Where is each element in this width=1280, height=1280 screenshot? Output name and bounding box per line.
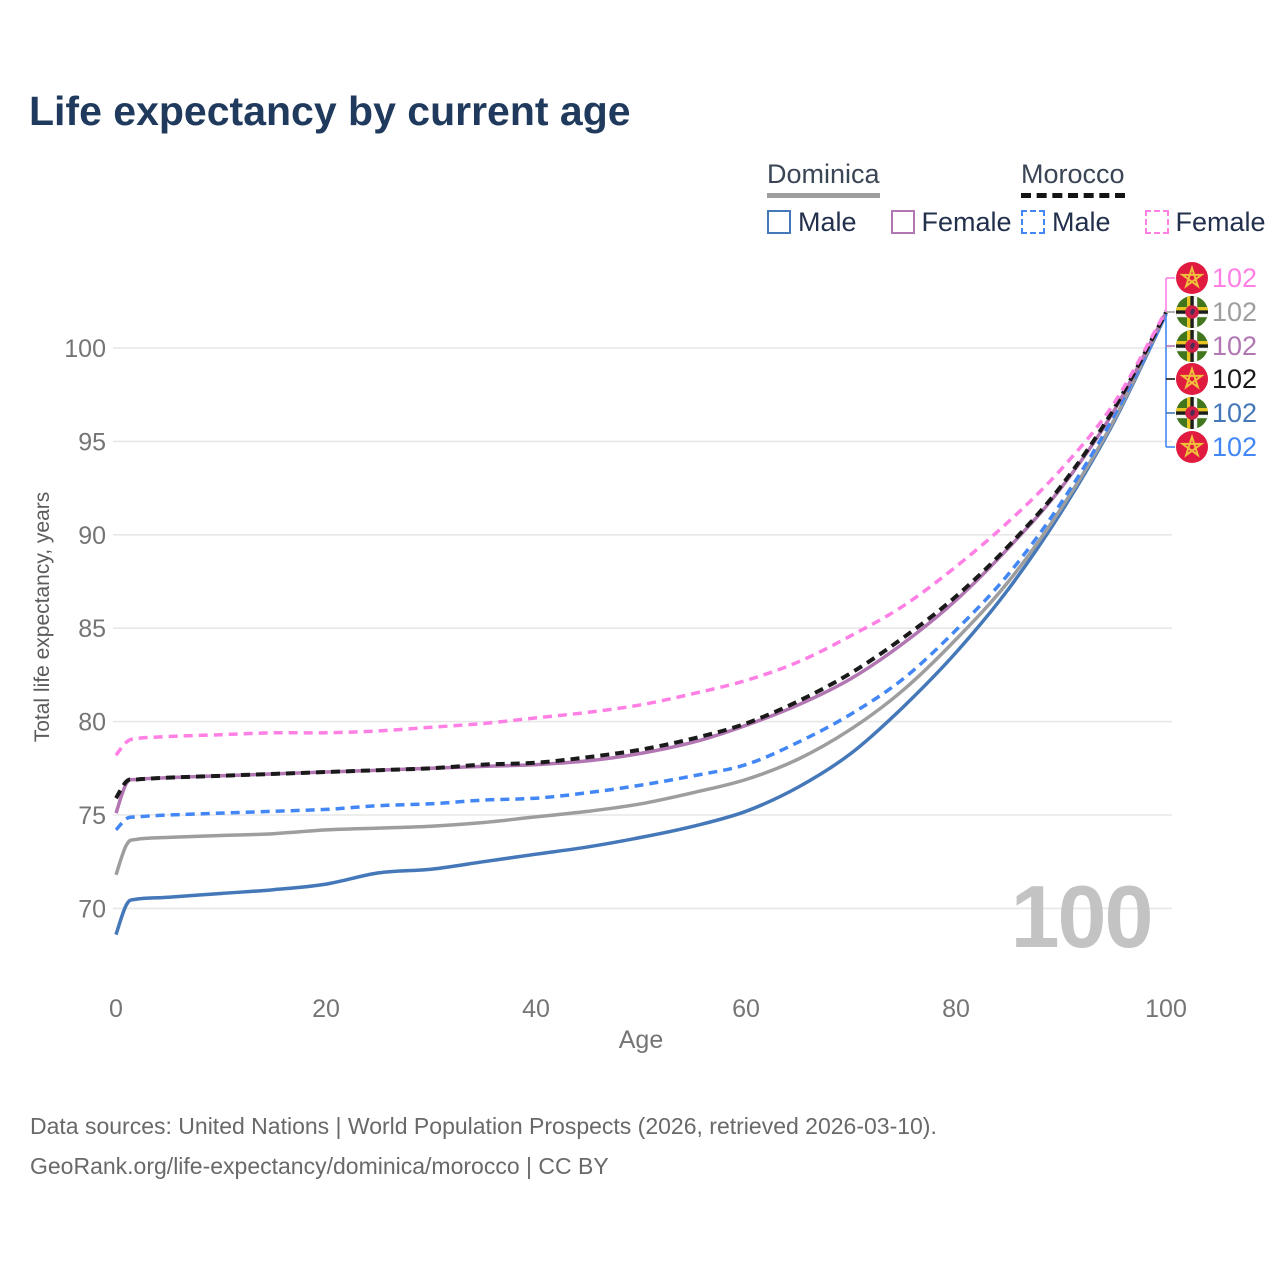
flag-morocco-icon	[1175, 430, 1209, 464]
series-line-dominica[interactable]	[114, 311, 1168, 876]
gridlines	[113, 347, 1172, 910]
chart-legend: Dominica Male Female Morocco Male Female	[0, 159, 1280, 250]
axis-labels: 70 75 80 85 90 95 100 0 20 40 60 80 100 Age Total life…	[31, 335, 1187, 1054]
x-tick-label-100: 100	[1145, 995, 1187, 1023]
legend-item-morocco-female[interactable]: Female	[1144, 206, 1266, 238]
y-tick-label-90: 90	[78, 522, 106, 550]
legend-item-label: Male	[798, 206, 857, 237]
hover-age-watermark: 100	[1011, 867, 1152, 966]
y-tick-label-70: 70	[78, 895, 106, 923]
endpoint-value-label-morocco-male: 102	[1212, 432, 1257, 462]
y-tick-label-95: 95	[78, 428, 106, 456]
series-line-dominica-female[interactable]	[114, 311, 1168, 814]
legend-item-label: Male	[1052, 206, 1111, 237]
y-tick-label-75: 75	[78, 802, 106, 830]
endpoint-value-label-morocco-female: 102	[1212, 263, 1257, 293]
x-tick-label-0: 0	[109, 995, 123, 1023]
legend-group-morocco: Morocco Male Female	[1021, 159, 1280, 238]
endpoint-value-label-morocco: 102	[1212, 364, 1257, 394]
legend-swatch-dominica-female-icon	[890, 210, 915, 235]
chart-footer: Data sources: United Nations | World Pop…	[30, 1106, 937, 1187]
endpoint-value-label-dominica-female: 102	[1212, 331, 1257, 361]
series-line-morocco-male[interactable]	[114, 313, 1168, 832]
attribution-text: GeoRank.org/life-expectancy/dominica/mor…	[30, 1153, 609, 1180]
x-tick-label-20: 20	[312, 995, 340, 1023]
legend-item-label: Female	[921, 206, 1012, 237]
legend-country-dominica[interactable]: Dominica	[767, 159, 880, 198]
series-line-morocco[interactable]	[114, 311, 1168, 800]
legend-item-label: Female	[1175, 206, 1266, 237]
legend-swatch-morocco-male-icon	[1021, 210, 1045, 235]
y-tick-label-100: 100	[64, 335, 106, 363]
legend-item-dominica-male[interactable]: Male	[767, 207, 857, 238]
legend-item-dominica-female[interactable]: Female	[890, 206, 1012, 238]
flag-morocco-icon	[1175, 261, 1209, 295]
data-sources-text: Data sources: United Nations | World Pop…	[30, 1113, 937, 1139]
legend-item-morocco-male[interactable]: Male	[1021, 207, 1111, 238]
flag-dominica-icon	[1176, 330, 1208, 362]
flag-dominica-icon	[1176, 397, 1208, 429]
y-tick-label-85: 85	[78, 615, 106, 643]
flag-morocco-icon	[1175, 362, 1209, 396]
x-tick-label-40: 40	[522, 995, 550, 1023]
y-tick-label-80: 80	[78, 709, 106, 737]
series-lines	[114, 309, 1168, 936]
page-title: Life expectancy by current age	[29, 88, 631, 134]
legend-swatch-morocco-female-icon	[1144, 210, 1169, 235]
x-axis-title: Age	[619, 1026, 663, 1054]
x-tick-label-60: 60	[732, 995, 760, 1023]
series-line-dominica-male[interactable]	[114, 313, 1168, 936]
endpoint-value-label-dominica: 102	[1212, 297, 1257, 327]
endpoint-value-label-dominica-male: 102	[1212, 398, 1257, 428]
legend-swatch-dominica-male-icon	[767, 210, 791, 235]
legend-country-morocco[interactable]: Morocco	[1021, 159, 1125, 198]
legend-group-dominica: Dominica Male Female	[767, 159, 1046, 238]
flag-dominica-icon	[1176, 296, 1208, 328]
y-axis-title: Total life expectancy, years	[31, 492, 54, 743]
x-tick-label-80: 80	[942, 995, 970, 1023]
series-line-morocco-female[interactable]	[114, 309, 1168, 757]
